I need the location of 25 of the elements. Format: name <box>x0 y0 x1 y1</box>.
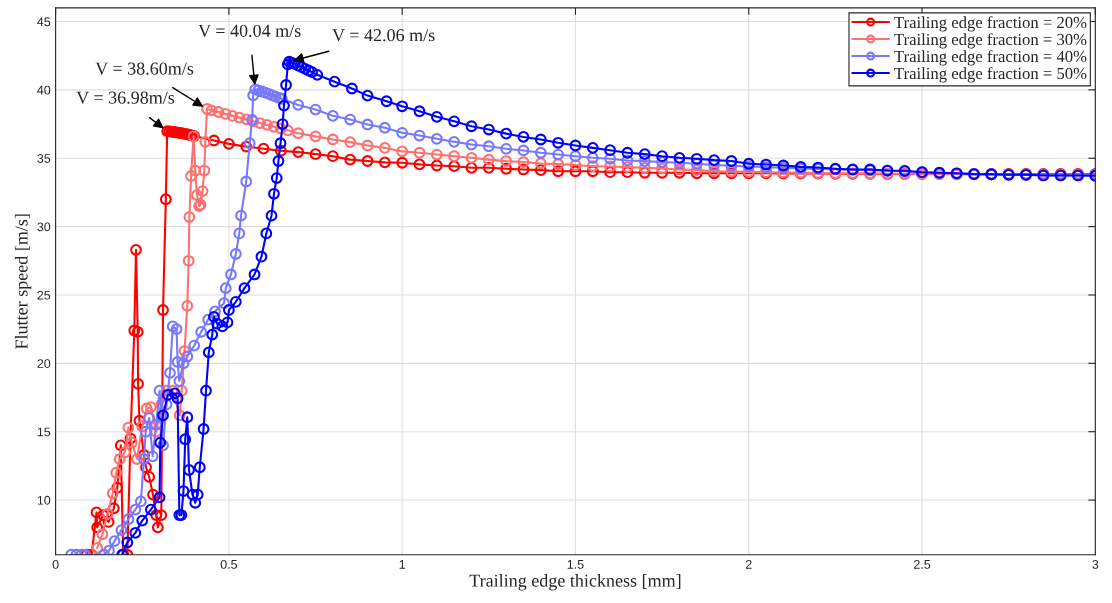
y-tick-label: 20 <box>37 359 51 368</box>
y-tick-label: 10 <box>37 495 51 505</box>
x-tick-label: 1 <box>399 560 406 569</box>
x-axis-title: Trailing edge thickness [mm] <box>469 574 681 591</box>
annotation: V = 42.06 m/s <box>332 29 435 42</box>
x-tick-label: 0 <box>52 559 59 569</box>
legend-label: Trailing edge fraction = 30% <box>894 33 1087 49</box>
annotation: V = 40.04 m/s <box>198 24 301 37</box>
x-tick-label: 0.5 <box>220 559 238 569</box>
y-tick-label: 45 <box>37 17 51 27</box>
legend-label: Trailing edge fraction = 20% <box>894 16 1087 32</box>
y-tick-label: 15 <box>37 427 51 437</box>
x-tick-label: 2 <box>745 559 752 569</box>
annotation: V = 38.60m/s <box>95 62 194 75</box>
annotation: V = 36.98m/s <box>76 91 175 104</box>
y-tick-label: 35 <box>37 154 51 163</box>
y-axis-title: Flutter speed [m/s] <box>14 214 32 349</box>
y-tick-label: 25 <box>37 290 51 300</box>
x-tick-label: 2.5 <box>913 559 931 569</box>
x-tick-label: 3 <box>1092 559 1099 569</box>
legend-label: Trailing edge fraction = 40% <box>894 50 1087 66</box>
y-tick-label: 30 <box>37 222 51 232</box>
x-tick-label: 1.5 <box>567 560 584 569</box>
legend-label: Trailing edge fraction = 50% <box>894 67 1087 83</box>
y-tick-label: 40 <box>37 85 51 95</box>
